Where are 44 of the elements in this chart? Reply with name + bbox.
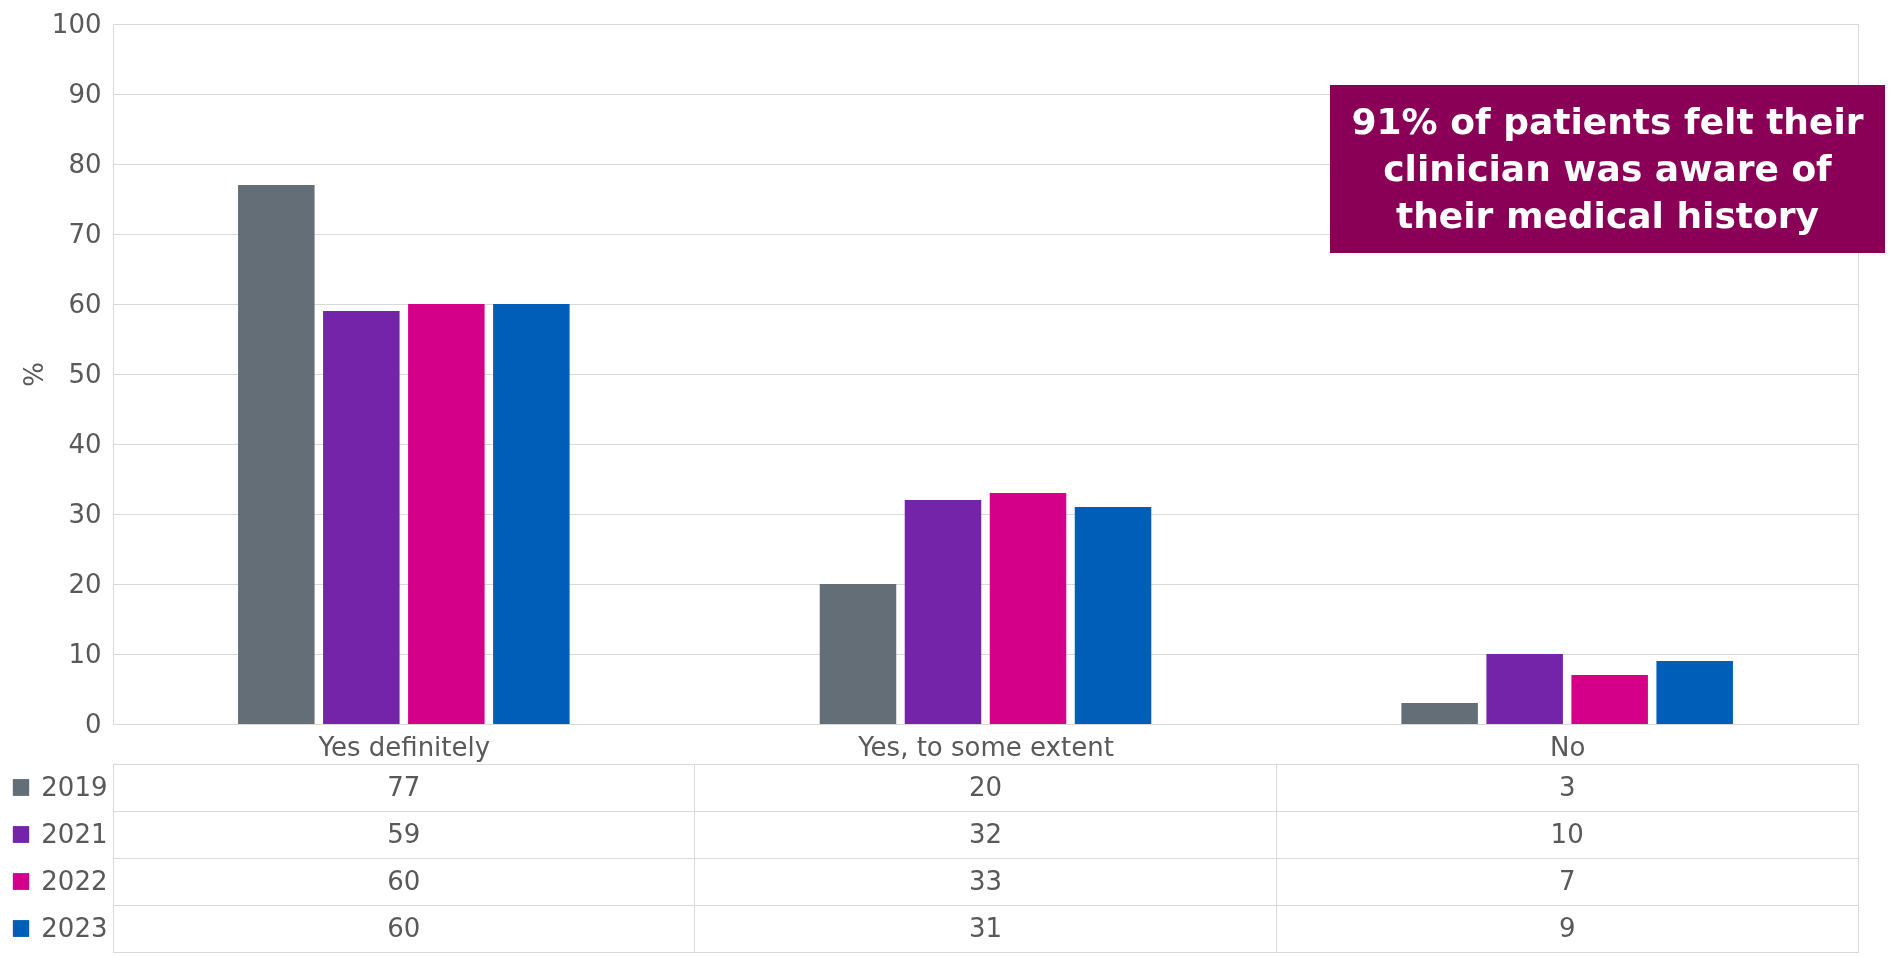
data-label: 59 (387, 818, 421, 849)
x-tick-label: No (1549, 731, 1586, 762)
legend-label: 2023 (41, 912, 108, 943)
y-tick-label: 90 (68, 78, 102, 109)
y-tick-label: 80 (68, 148, 102, 179)
bar (1401, 703, 1478, 724)
data-label: 7 (1558, 865, 1576, 896)
y-tick-label: 40 (68, 428, 102, 459)
legend-label: 2021 (41, 818, 108, 849)
bar (238, 185, 315, 724)
y-axis-title: % (18, 362, 49, 387)
data-label: 10 (1550, 818, 1584, 849)
data-label: 9 (1558, 912, 1576, 943)
bar (1571, 675, 1648, 724)
bar (904, 500, 982, 724)
bar (1656, 661, 1733, 724)
bar (819, 584, 897, 724)
y-tick-label: 100 (51, 8, 102, 39)
annotation: 91% of patients felt their clinician was aware of their medical history (1330, 85, 1885, 254)
bar (1074, 507, 1152, 724)
data-label: 77 (387, 771, 421, 802)
y-tick-label: 20 (68, 568, 102, 599)
bar (493, 304, 570, 724)
legend-label: 2022 (41, 865, 108, 896)
bar (1486, 654, 1563, 724)
data-label: 31 (968, 912, 1003, 943)
data-label: 33 (968, 865, 1003, 896)
x-tick-label: Yes definitely (317, 731, 491, 762)
y-tick-label: 70 (68, 218, 102, 249)
data-label: 60 (387, 912, 421, 943)
data-label: 20 (968, 771, 1003, 802)
y-tick-label: 10 (68, 638, 102, 669)
y-tick-label: 0 (84, 708, 102, 739)
x-tick-label: Yes, to some extent (857, 731, 1114, 762)
data-label: 60 (387, 865, 421, 896)
bar (989, 493, 1067, 724)
bar (323, 311, 400, 724)
legend-label: 2019 (41, 771, 108, 802)
data-label: 3 (1558, 771, 1576, 802)
y-tick-label: 50 (68, 358, 102, 389)
data-label: 32 (968, 818, 1003, 849)
y-tick-label: 30 (68, 498, 102, 529)
y-tick-label: 60 (68, 288, 102, 319)
bar (408, 304, 485, 724)
